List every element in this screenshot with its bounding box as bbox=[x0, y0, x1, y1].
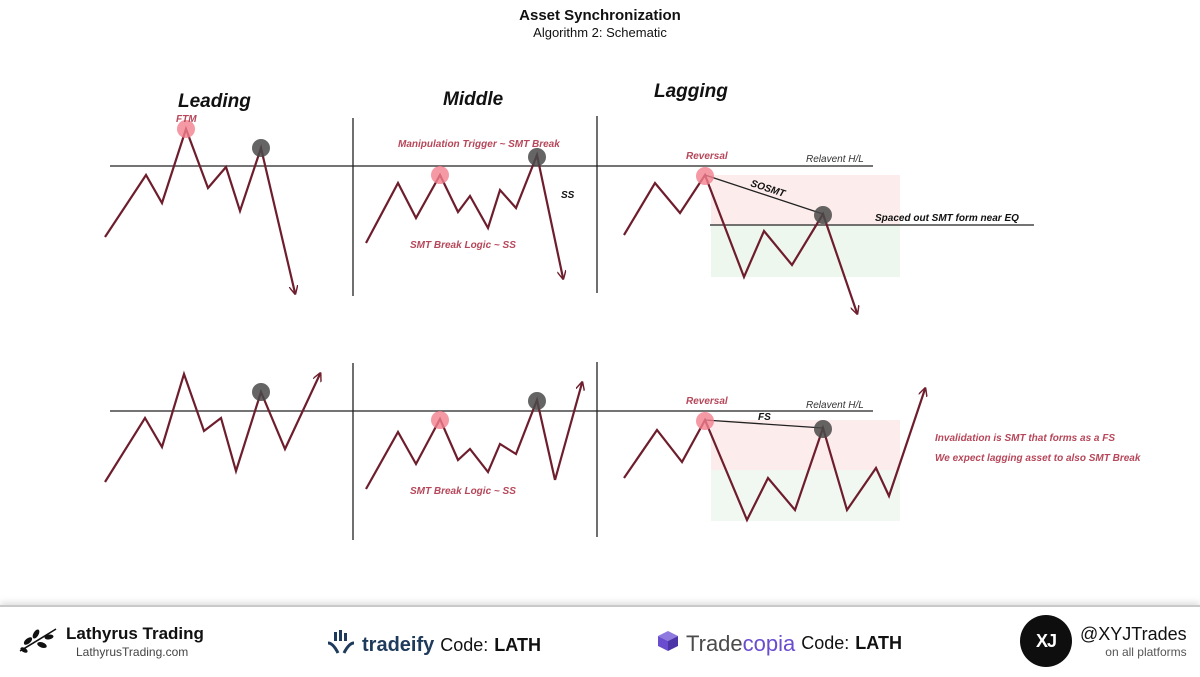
reversal-bottom-label: Reversal bbox=[686, 396, 728, 407]
smt-break-logic-bottom-label: SMT Break Logic ~ SS bbox=[410, 486, 516, 497]
price-path-leading-bottom bbox=[104, 370, 320, 483]
spaced-out-label: Spaced out SMT form near EQ bbox=[875, 213, 1019, 224]
handle-sub: on all platforms bbox=[1105, 645, 1187, 659]
column-leading-label: Leading bbox=[178, 91, 251, 112]
price-path-lagging-bottom bbox=[623, 389, 925, 523]
xyj-logo: XJ bbox=[1020, 615, 1072, 667]
smt-break-logic-top-label: SMT Break Logic ~ SS bbox=[410, 240, 516, 251]
pink-marker-reversal-bottom bbox=[696, 412, 714, 430]
column-middle-label: Middle bbox=[443, 89, 504, 110]
relavent-top-label: Relavent H/L bbox=[806, 154, 864, 165]
column-lagging-label: Lagging bbox=[654, 81, 728, 102]
social-handle[interactable]: XJ @XYJTrades on all platforms bbox=[1020, 615, 1187, 667]
pink-marker-middle-bottom bbox=[431, 411, 449, 429]
ftm-label: FTM bbox=[176, 114, 197, 125]
tradecopia-promo[interactable]: Tradecopia Code: LATH bbox=[656, 629, 902, 658]
tradeify-name: tradeify bbox=[362, 634, 435, 656]
footer-bar: Lathyrus Trading LathyrusTrading.com tra… bbox=[0, 605, 1200, 677]
tradecopia-cube-icon bbox=[656, 629, 680, 658]
gray-marker-lagging-top bbox=[814, 206, 832, 224]
tradecopia-name-b: copia bbox=[742, 630, 796, 656]
tradecopia-code: LATH bbox=[855, 633, 902, 653]
pink-marker-reversal-top bbox=[696, 167, 714, 185]
page-subtitle: Algorithm 2: Schematic bbox=[533, 25, 667, 40]
premium-zone-bottom bbox=[711, 420, 900, 470]
tradeify-code: LATH bbox=[494, 635, 541, 655]
gray-marker-leading-bottom bbox=[252, 383, 270, 401]
tradeify-hands-icon bbox=[326, 629, 356, 662]
header: Asset Synchronization Algorithm 2: Schem… bbox=[0, 6, 1200, 41]
schematic-diagram: Leading Middle Lagging FTM Manipulation … bbox=[104, 81, 1141, 540]
tradecopia-code-label: Code: bbox=[801, 633, 850, 653]
gray-marker-middle-bottom bbox=[528, 392, 546, 410]
tradeify-promo[interactable]: tradeify Code: LATH bbox=[326, 629, 541, 662]
manipulation-label: Manipulation Trigger ~ SMT Break bbox=[398, 139, 560, 150]
gray-marker-middle-top bbox=[528, 148, 546, 166]
expect-label: We expect lagging asset to also SMT Brea… bbox=[935, 453, 1141, 464]
reversal-top-label: Reversal bbox=[686, 151, 728, 162]
ss-label: SS bbox=[561, 190, 575, 201]
fs-label: FS bbox=[758, 412, 771, 423]
relavent-bottom-label: Relavent H/L bbox=[806, 400, 864, 411]
price-path-leading-top bbox=[104, 125, 295, 293]
sosmt-line bbox=[704, 174, 824, 215]
invalidation-label: Invalidation is SMT that forms as a FS bbox=[935, 433, 1115, 444]
pink-marker-ftm bbox=[177, 120, 195, 138]
leaf-branch-icon bbox=[16, 621, 60, 662]
gray-marker-lagging-bottom bbox=[814, 420, 832, 438]
tradeify-code-label: Code: bbox=[440, 635, 489, 655]
lathyrus-brand[interactable]: Lathyrus Trading LathyrusTrading.com bbox=[16, 621, 204, 662]
discount-zone-top bbox=[711, 225, 900, 277]
pink-marker-middle-top bbox=[431, 166, 449, 184]
price-path-middle-top bbox=[365, 151, 563, 278]
price-path-middle-bottom bbox=[365, 396, 557, 490]
premium-zone-top bbox=[711, 175, 900, 225]
brand-name: Lathyrus Trading bbox=[66, 623, 204, 643]
handle-name: @XYJTrades bbox=[1080, 624, 1187, 644]
gray-marker-leading-top bbox=[252, 139, 270, 157]
brand-site: LathyrusTrading.com bbox=[76, 644, 189, 659]
fs-line bbox=[704, 419, 824, 429]
price-path-middle-bottom-spike bbox=[553, 383, 582, 481]
price-path-lagging-top bbox=[623, 172, 857, 313]
tradecopia-name: Tradecopia bbox=[686, 631, 795, 657]
tradecopia-name-a: Trade bbox=[686, 630, 743, 656]
page-title: Asset Synchronization bbox=[519, 7, 681, 24]
